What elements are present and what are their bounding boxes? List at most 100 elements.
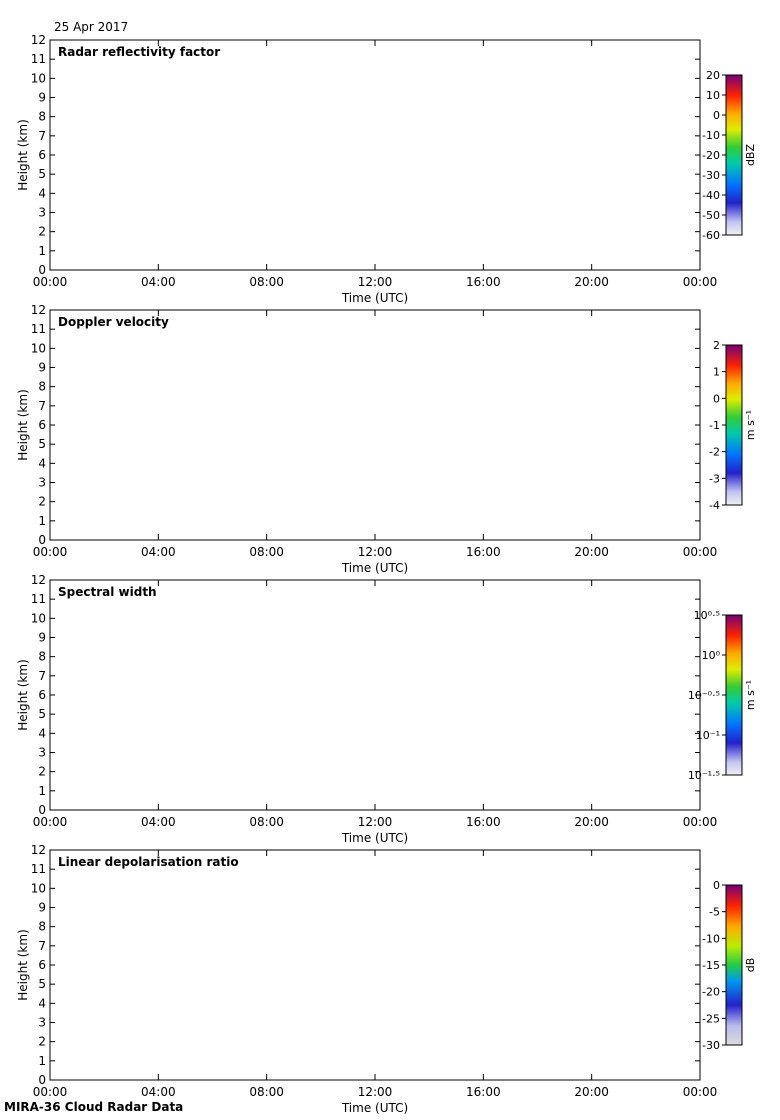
y-tick-label: 1 (38, 1054, 46, 1068)
y-axis-label: Height (km) (16, 929, 30, 1000)
colorbar-tick-label: -30 (702, 1039, 720, 1052)
y-tick-label: 0 (38, 803, 46, 817)
y-tick-label: 2 (38, 1035, 46, 1049)
y-tick-label: 2 (38, 495, 46, 509)
x-tick-label: 00:00 (33, 815, 68, 829)
x-tick-label: 20:00 (574, 815, 609, 829)
colorbar (725, 344, 743, 506)
y-axis-label: Height (km) (16, 119, 30, 190)
y-tick-label: 5 (38, 167, 46, 181)
panel-title: Radar reflectivity factor (58, 45, 220, 59)
y-tick-label: 6 (38, 418, 46, 432)
x-tick-label: 12:00 (358, 275, 393, 289)
colorbar-tick-label: -20 (702, 149, 720, 162)
colorbar-tick-label: -10 (702, 129, 720, 142)
x-tick-label: 04:00 (141, 815, 176, 829)
y-axis-label: Height (km) (16, 659, 30, 730)
x-tick-label: 16:00 (466, 1085, 501, 1099)
y-tick-label: 12 (31, 843, 46, 857)
x-tick-label: 00:00 (33, 275, 68, 289)
y-tick-label: 1 (38, 514, 46, 528)
x-axis-label: Time (UTC) (341, 561, 408, 575)
y-tick-label: 12 (31, 33, 46, 47)
y-tick-label: 7 (38, 939, 46, 953)
x-tick-label: 00:00 (33, 545, 68, 559)
y-tick-label: 8 (38, 650, 46, 664)
y-tick-label: 9 (38, 631, 46, 645)
x-tick-label: 08:00 (249, 1085, 284, 1099)
colorbar-tick-label: -20 (702, 986, 720, 999)
y-tick-label: 7 (38, 399, 46, 413)
y-tick-label: 9 (38, 901, 46, 915)
colorbar (725, 614, 743, 776)
y-tick-label: 3 (38, 476, 46, 490)
y-tick-label: 12 (31, 573, 46, 587)
y-tick-label: 4 (38, 456, 46, 470)
x-tick-label: 00:00 (683, 275, 718, 289)
x-axis-label: Time (UTC) (341, 291, 408, 305)
y-tick-label: 8 (38, 380, 46, 394)
colorbar (725, 74, 743, 236)
colorbar-tick-label: 10⁻¹·⁵ (688, 769, 720, 782)
y-tick-label: 1 (38, 244, 46, 258)
y-tick-label: 9 (38, 91, 46, 105)
y-tick-label: 11 (31, 52, 46, 66)
x-tick-label: 08:00 (249, 545, 284, 559)
colorbar-tick-label: -30 (702, 169, 720, 182)
y-tick-label: 0 (38, 533, 46, 547)
colorbar-tick-label: 0 (713, 879, 720, 892)
x-tick-label: 20:00 (574, 1085, 609, 1099)
y-tick-label: 11 (31, 862, 46, 876)
y-tick-label: 4 (38, 186, 46, 200)
y-tick-label: 8 (38, 920, 46, 934)
colorbar-tick-label: 10 (706, 89, 720, 102)
colorbar-tick-label: -25 (702, 1012, 720, 1025)
y-tick-label: 3 (38, 1016, 46, 1030)
colorbar-label: m s⁻¹ (744, 680, 757, 710)
x-tick-label: 04:00 (141, 275, 176, 289)
colorbar-tick-label: -15 (702, 959, 720, 972)
colorbar-tick-label: -1 (709, 419, 720, 432)
y-tick-label: 6 (38, 688, 46, 702)
colorbar-label: dB (744, 958, 757, 973)
colorbar-tick-label: 10⁻¹ (696, 729, 720, 742)
colorbar-tick-label: 1 (713, 366, 720, 379)
colorbar-tick-label: 2 (713, 339, 720, 352)
y-tick-label: 6 (38, 958, 46, 972)
x-tick-label: 16:00 (466, 815, 501, 829)
colorbar-tick-label: 0 (713, 109, 720, 122)
colorbar-tick-label: 10⁻⁰·⁵ (688, 689, 720, 702)
plot-area (50, 580, 700, 810)
y-tick-label: 0 (38, 263, 46, 277)
y-tick-label: 10 (31, 341, 46, 355)
y-tick-label: 3 (38, 746, 46, 760)
plot-area (50, 310, 700, 540)
y-tick-label: 12 (31, 303, 46, 317)
x-tick-label: 04:00 (141, 1085, 176, 1099)
y-tick-label: 4 (38, 726, 46, 740)
colorbar-label: dBZ (744, 144, 757, 167)
colorbar-tick-label: 10⁰ (702, 649, 721, 662)
y-tick-label: 6 (38, 148, 46, 162)
x-tick-label: 00:00 (683, 1085, 718, 1099)
y-tick-label: 11 (31, 592, 46, 606)
y-tick-label: 5 (38, 707, 46, 721)
colorbar-tick-label: -40 (702, 189, 720, 202)
y-axis-label: Height (km) (16, 389, 30, 460)
x-tick-label: 12:00 (358, 1085, 393, 1099)
colorbar-tick-label: -4 (709, 499, 720, 512)
colorbar-tick-label: -3 (709, 472, 720, 485)
y-tick-label: 5 (38, 437, 46, 451)
y-tick-label: 0 (38, 1073, 46, 1087)
x-tick-label: 16:00 (466, 545, 501, 559)
x-tick-label: 20:00 (574, 545, 609, 559)
date-label: 25 Apr 2017 (54, 20, 129, 34)
y-tick-label: 7 (38, 129, 46, 143)
colorbar-tick-label: -10 (702, 932, 720, 945)
panel-title: Linear depolarisation ratio (58, 855, 239, 869)
x-tick-label: 04:00 (141, 545, 176, 559)
colorbar (725, 884, 743, 1046)
